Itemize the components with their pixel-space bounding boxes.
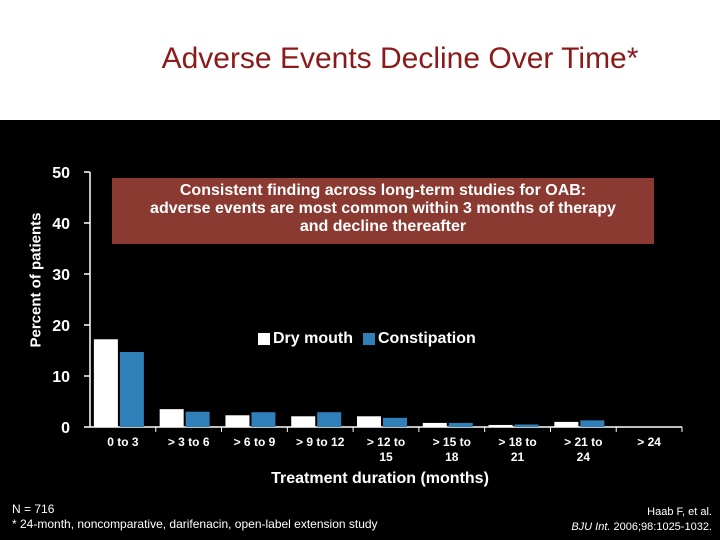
x-tick-label-line: > 6 to 9 xyxy=(234,435,276,449)
chart-legend: Dry mouth Constipation xyxy=(258,330,486,348)
x-tick-label: > 24 xyxy=(637,435,661,449)
x-tick-label: > 21 to 24 xyxy=(564,435,602,464)
x-tick-label-line: > 9 to 12 xyxy=(296,435,345,449)
bar-dry-mouth xyxy=(93,339,118,427)
slide-title: Adverse Events Decline Over Time* xyxy=(161,42,639,75)
legend-label-dry-mouth: Dry mouth xyxy=(273,330,353,347)
bar-constipation xyxy=(317,412,342,427)
bar-dry-mouth xyxy=(554,421,579,427)
x-tick-labels: 0 to 3 > 3 to 6 > 6 to 9 > 9 to 12 > 12 to 15… xyxy=(107,435,661,464)
y-tick-label: 40 xyxy=(52,216,70,233)
legend-item-dry-mouth: Dry mouth xyxy=(258,330,353,348)
x-tick-label: 0 to 3 xyxy=(107,435,139,449)
callout-line-3: and decline thereafter xyxy=(299,218,467,235)
x-tick-label-line: > 21 to xyxy=(564,435,602,449)
x-tick-label-line: 24 xyxy=(577,450,591,464)
x-tick-label: > 6 to 9 xyxy=(234,435,276,449)
footnote: N = 716 * 24-month, noncomparative, dari… xyxy=(12,502,378,532)
citation-authors: Haab F, et al. xyxy=(647,506,712,518)
bar-constipation xyxy=(448,422,473,427)
x-tick-label-line: > 18 to xyxy=(498,435,536,449)
x-axis-label: Treatment duration (months) xyxy=(271,470,489,487)
bar-constipation xyxy=(383,417,407,427)
bar-constipation xyxy=(185,411,210,427)
citation-journal: BJU Int. xyxy=(571,521,611,533)
x-tick-label: > 18 to 21 xyxy=(498,435,536,464)
bar-constipation xyxy=(119,352,144,427)
y-axis-label: Percent of patients xyxy=(27,212,45,348)
x-tick-label-line: 15 xyxy=(379,450,393,464)
bar-dry-mouth xyxy=(225,415,250,427)
x-tick-label-line: > 24 xyxy=(637,435,661,449)
footnote-study: * 24-month, noncomparative, darifenacin,… xyxy=(12,517,378,531)
bar-dry-mouth xyxy=(357,416,381,427)
callout-line-2: adverse events are most common within 3 … xyxy=(150,200,616,217)
legend-item-constipation: Constipation xyxy=(363,330,476,348)
bar-constipation xyxy=(251,412,276,427)
y-tick-label: 0 xyxy=(61,420,70,437)
citation-details: 2006;98:1025-1032. xyxy=(610,521,713,533)
chart-axes: 0 10 20 30 40 50 xyxy=(52,165,683,437)
chart-bars xyxy=(93,339,605,427)
bar-constipation xyxy=(580,420,605,427)
bar-dry-mouth xyxy=(422,422,447,427)
citation: Haab F, et al. BJU Int. 2006;98:1025-103… xyxy=(571,505,712,535)
footnote-n: N = 716 xyxy=(12,502,55,516)
y-tick-label: 20 xyxy=(52,318,70,335)
callout-line-1: Consistent finding across long-term stud… xyxy=(179,182,587,199)
x-tick-label: > 15 to 18 xyxy=(433,435,471,464)
callout-box: Consistent finding across long-term stud… xyxy=(112,178,654,244)
x-tick-label-line: 18 xyxy=(445,450,459,464)
legend-label-constipation: Constipation xyxy=(378,330,476,347)
bar-dry-mouth xyxy=(488,424,513,427)
bar-dry-mouth xyxy=(159,409,184,427)
bar-dry-mouth xyxy=(291,416,316,427)
citation-ref: BJU Int. 2006;98:1025-1032. xyxy=(571,520,712,535)
x-tick-label: > 3 to 6 xyxy=(168,435,210,449)
bar-constipation xyxy=(514,424,539,427)
x-tick-label-line: > 3 to 6 xyxy=(168,435,210,449)
legend-swatch-dry-mouth xyxy=(258,333,270,345)
y-tick-label: 30 xyxy=(52,267,70,284)
x-tick-label: > 12 to 15 xyxy=(367,435,405,464)
x-tick-label: > 9 to 12 xyxy=(296,435,345,449)
x-tick-label-line: 0 to 3 xyxy=(107,435,139,449)
x-tick-label-line: > 12 to xyxy=(367,435,405,449)
legend-swatch-constipation xyxy=(363,333,375,345)
x-tick-label-line: 21 xyxy=(511,450,525,464)
y-tick-label: 10 xyxy=(52,369,70,386)
x-tick-label-line: > 15 to xyxy=(433,435,471,449)
y-tick-label: 50 xyxy=(52,165,70,182)
title-band xyxy=(0,0,720,120)
